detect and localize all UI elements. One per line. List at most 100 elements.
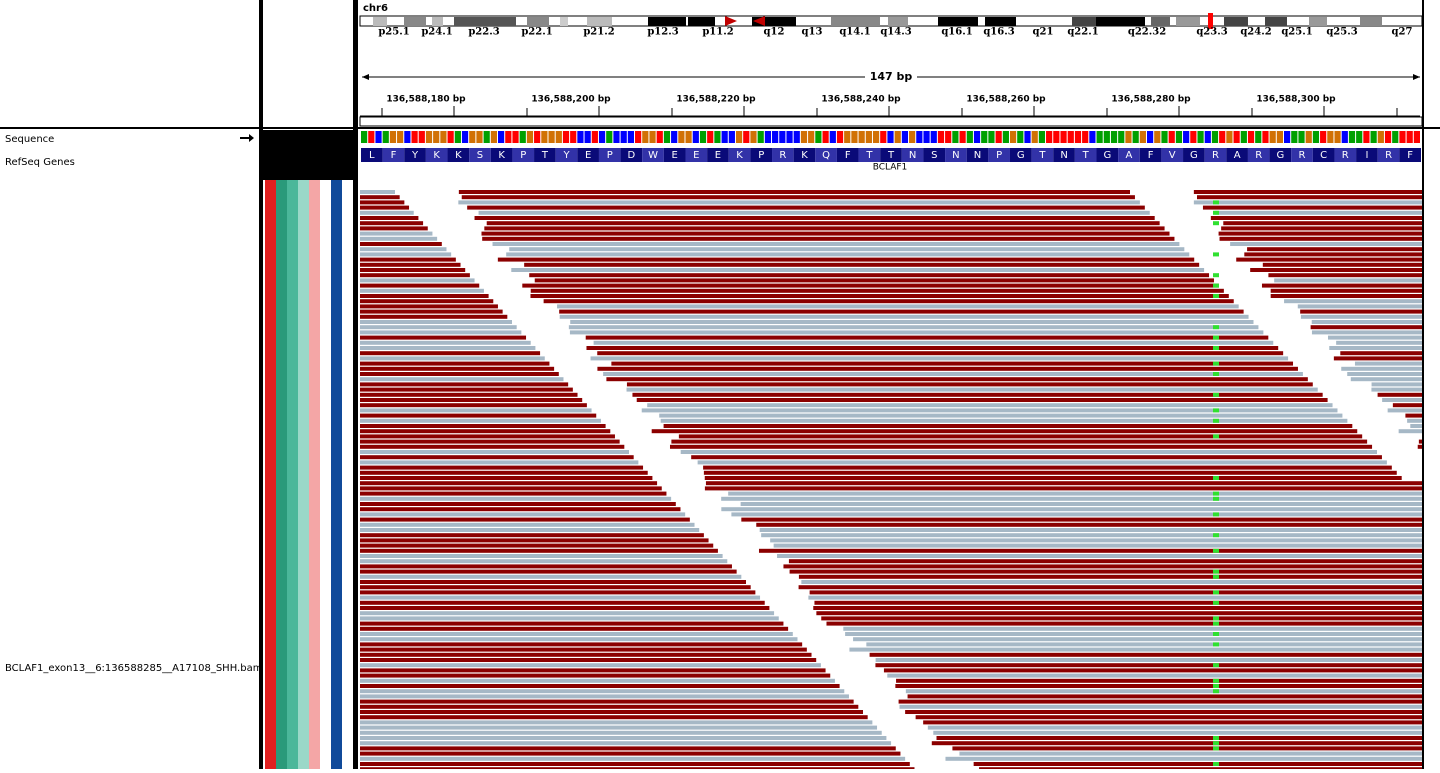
read bbox=[773, 543, 1422, 548]
read bbox=[741, 517, 1422, 522]
read bbox=[486, 221, 1160, 226]
amino-acid: N bbox=[952, 150, 959, 161]
read bbox=[1340, 351, 1422, 356]
track-name[interactable]: Sequence bbox=[5, 134, 54, 145]
read bbox=[360, 486, 662, 491]
base bbox=[764, 131, 772, 143]
read bbox=[360, 678, 835, 683]
mismatch bbox=[1213, 392, 1219, 397]
track-name[interactable]: RefSeq Genes bbox=[5, 157, 75, 168]
read bbox=[1230, 242, 1422, 246]
band-label: q27 bbox=[1392, 27, 1413, 38]
band-label: q22.32 bbox=[1128, 27, 1166, 38]
codon bbox=[988, 148, 1010, 162]
read bbox=[1347, 372, 1422, 376]
mismatch bbox=[1213, 418, 1219, 423]
band-label: q21 bbox=[1033, 27, 1054, 38]
ruler: 136,588,180 bp 136,588,200 bp 136,588,220 … bbox=[359, 95, 1423, 127]
read bbox=[522, 283, 1219, 288]
read bbox=[821, 616, 1422, 621]
read bbox=[959, 751, 1422, 756]
band bbox=[1176, 17, 1200, 26]
amino-acid: R bbox=[1299, 150, 1306, 161]
read bbox=[511, 268, 1205, 272]
amino-acid: T bbox=[865, 150, 873, 161]
codon bbox=[469, 148, 491, 162]
amino-acid: A bbox=[1234, 150, 1241, 161]
read bbox=[360, 554, 723, 558]
read bbox=[569, 330, 1264, 335]
mismatch bbox=[1213, 689, 1219, 694]
mismatch bbox=[1213, 741, 1219, 746]
read bbox=[703, 465, 1392, 470]
base bbox=[663, 131, 671, 143]
base bbox=[548, 131, 555, 143]
base bbox=[1053, 131, 1060, 143]
read bbox=[728, 491, 1422, 496]
read bbox=[360, 221, 424, 226]
base bbox=[642, 131, 649, 143]
track-name[interactable]: BCLAF1_exon13__6:136588285__A17108_SHH.b… bbox=[5, 663, 262, 674]
read bbox=[1219, 236, 1422, 241]
read bbox=[777, 554, 1422, 558]
read bbox=[360, 273, 470, 278]
read bbox=[740, 502, 1422, 506]
read bbox=[360, 652, 812, 657]
mismatch bbox=[1213, 476, 1219, 480]
read bbox=[1311, 330, 1422, 335]
amino-acid: P bbox=[996, 150, 1002, 161]
amino-acid: R bbox=[1255, 150, 1262, 161]
read bbox=[360, 746, 896, 751]
strand-arrow[interactable] bbox=[240, 134, 254, 142]
base bbox=[577, 131, 584, 143]
codon bbox=[815, 148, 837, 162]
codon bbox=[663, 148, 686, 162]
read bbox=[360, 637, 798, 642]
read bbox=[360, 200, 405, 205]
read bbox=[360, 522, 695, 527]
attribute bbox=[276, 180, 287, 769]
codon bbox=[1204, 148, 1227, 162]
amino-acid: N bbox=[974, 150, 981, 161]
base bbox=[447, 131, 454, 143]
mismatch bbox=[1213, 434, 1219, 439]
read bbox=[360, 257, 456, 262]
base bbox=[894, 131, 901, 143]
band-label: p24.1 bbox=[421, 27, 452, 38]
read bbox=[1244, 252, 1422, 257]
read bbox=[360, 439, 620, 444]
read bbox=[360, 548, 718, 553]
read bbox=[557, 304, 1239, 309]
base bbox=[671, 131, 678, 143]
base bbox=[368, 131, 375, 143]
base bbox=[786, 131, 793, 143]
band-label: p22.3 bbox=[468, 27, 499, 38]
base bbox=[1219, 131, 1226, 143]
attribute bbox=[298, 180, 309, 769]
read bbox=[801, 580, 1422, 584]
ideogram[interactable]: p25.1 p24.1 p22.3 p22.1 p21.2 p12.3 p11.2 q12 q1… bbox=[359, 13, 1423, 38]
read bbox=[678, 434, 1363, 439]
amino-acid: N bbox=[909, 150, 916, 161]
base bbox=[1356, 131, 1363, 143]
base bbox=[1002, 131, 1009, 143]
base bbox=[981, 131, 988, 143]
mismatch bbox=[1213, 210, 1219, 215]
codon bbox=[858, 148, 881, 162]
base bbox=[829, 131, 836, 143]
read bbox=[1270, 294, 1422, 298]
read bbox=[360, 268, 466, 272]
read bbox=[360, 491, 667, 496]
base bbox=[418, 131, 425, 143]
read bbox=[895, 684, 1422, 688]
base bbox=[865, 131, 872, 143]
codon bbox=[793, 148, 816, 162]
amino-acid: V bbox=[1169, 150, 1176, 161]
read bbox=[570, 320, 1254, 324]
amino-acid: D bbox=[628, 150, 636, 161]
amino-acid: F bbox=[391, 150, 397, 161]
codon bbox=[1009, 148, 1032, 162]
read bbox=[360, 668, 826, 673]
